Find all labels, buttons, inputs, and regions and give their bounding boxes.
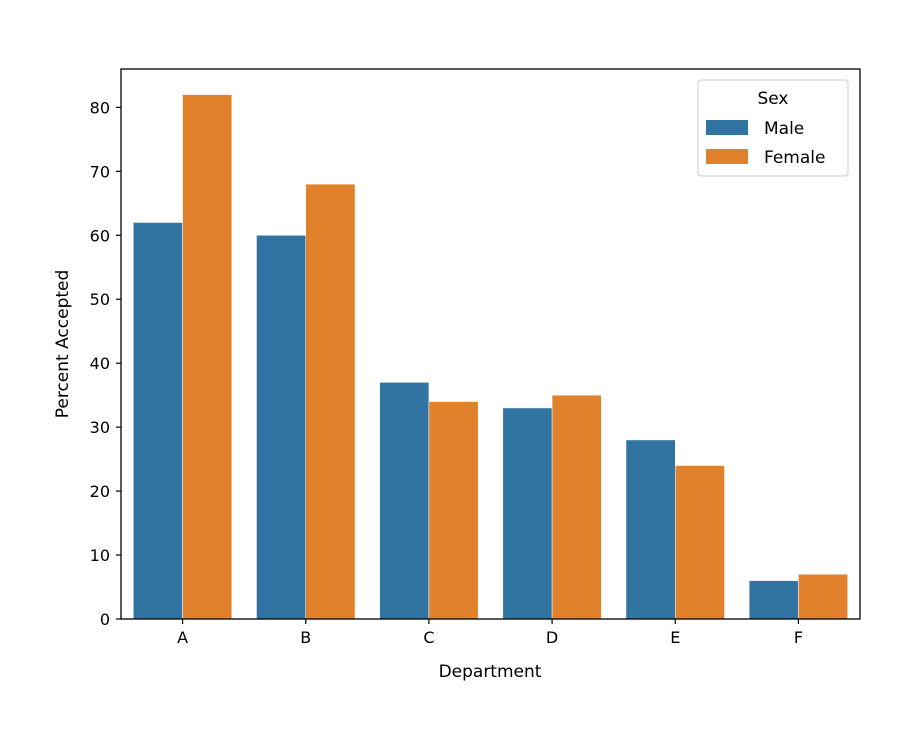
y-axis: 0 10 20 30 40 50 60 70 80 (90, 98, 121, 629)
bar-female-c (428, 401, 479, 620)
x-axis-label: Department (439, 662, 542, 682)
y-tick-label: 10 (90, 546, 110, 565)
legend-swatch-female (706, 149, 748, 164)
bar-female-f (798, 573, 848, 620)
y-tick-label: 80 (90, 98, 110, 117)
legend: Sex Male Female (697, 79, 849, 177)
bar-male-a (133, 222, 183, 620)
legend-title: Sex (757, 89, 788, 109)
bars-layer (133, 94, 848, 620)
legend-swatch-male (706, 120, 748, 135)
bar-male-c (379, 382, 430, 620)
bar-female-e (675, 465, 725, 620)
x-tick-label: E (670, 628, 680, 647)
y-tick-label: 30 (90, 418, 110, 437)
y-tick-label: 20 (90, 482, 110, 501)
bar-female-b (305, 183, 356, 620)
x-tick-label: B (300, 628, 311, 647)
x-axis: A B C D E F (177, 619, 803, 647)
y-tick-label: 70 (90, 162, 110, 181)
y-tick-label: 50 (90, 290, 110, 309)
bar-female-a (182, 94, 233, 620)
y-tick-label: 60 (90, 226, 110, 245)
x-tick-label: C (423, 628, 434, 647)
plot-frame (120, 68, 861, 620)
y-tick-label: 0 (100, 610, 110, 629)
legend-label-female: Female (764, 148, 825, 168)
bar-female-d (551, 394, 602, 620)
legend-label-male: Male (764, 119, 804, 139)
bar-male-f (748, 580, 799, 620)
y-tick-label: 40 (90, 354, 110, 373)
bar-male-b (256, 235, 307, 620)
x-tick-label: D (546, 628, 558, 647)
bar-male-d (502, 407, 553, 620)
y-axis-label: Percent Accepted (53, 270, 73, 419)
bar-male-e (625, 439, 676, 620)
x-tick-label: A (177, 628, 188, 647)
x-tick-label: F (794, 628, 803, 647)
